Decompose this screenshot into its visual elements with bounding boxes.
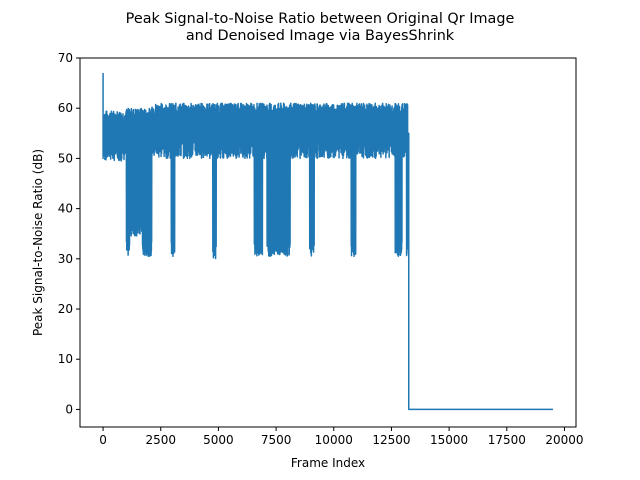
y-axis-label: Peak Signal-to-Noise Ratio (dB) <box>31 149 45 336</box>
x-axis-label: Frame Index <box>291 456 365 470</box>
x-tick-label: 2500 <box>145 433 176 447</box>
x-tick-label: 12500 <box>372 433 410 447</box>
x-tick-label: 5000 <box>203 433 234 447</box>
chart-title-line1: Peak Signal-to-Noise Ratio between Origi… <box>126 11 515 27</box>
y-tick-label: 50 <box>58 151 73 165</box>
x-axis: 0 2500 5000 7500 10000 12500 15000 17500 20000 <box>99 427 584 447</box>
x-tick-label: 7500 <box>261 433 292 447</box>
y-tick-label: 0 <box>65 402 73 416</box>
y-tick-label: 10 <box>58 352 73 366</box>
psnr-line <box>102 73 553 411</box>
y-tick-label: 70 <box>58 51 73 65</box>
x-tick-label: 0 <box>99 433 107 447</box>
x-tick-label: 10000 <box>315 433 353 447</box>
chart-title-line2: and Denoised Image via BayesShrink <box>186 28 455 44</box>
y-tick-label: 60 <box>58 101 73 115</box>
x-tick-label: 17500 <box>488 433 526 447</box>
y-tick-label: 30 <box>58 252 73 266</box>
x-tick-label: 20000 <box>545 433 583 447</box>
x-tick-label: 15000 <box>430 433 468 447</box>
y-axis: 0 10 20 30 40 50 60 70 <box>58 51 80 416</box>
y-tick-label: 40 <box>58 202 73 216</box>
psnr-series <box>102 73 553 411</box>
plot-frame <box>79 57 577 428</box>
y-tick-label: 20 <box>58 302 73 316</box>
